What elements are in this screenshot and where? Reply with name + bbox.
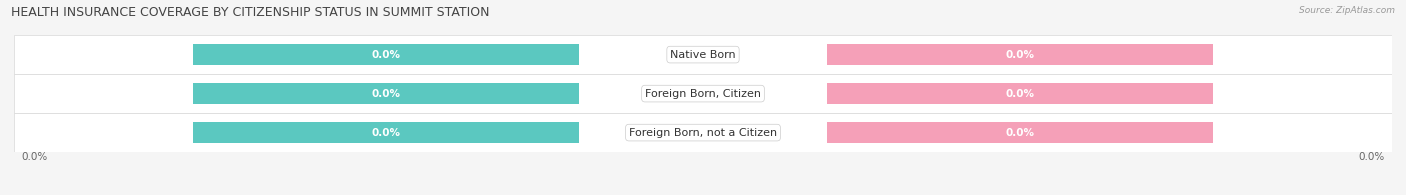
Text: Source: ZipAtlas.com: Source: ZipAtlas.com — [1299, 6, 1395, 15]
Bar — [193, 83, 579, 104]
Bar — [827, 44, 1213, 65]
Text: Foreign Born, Citizen: Foreign Born, Citizen — [645, 89, 761, 99]
Bar — [14, 113, 1392, 152]
Text: 0.0%: 0.0% — [371, 50, 401, 60]
Text: 0.0%: 0.0% — [1005, 50, 1035, 60]
Text: HEALTH INSURANCE COVERAGE BY CITIZENSHIP STATUS IN SUMMIT STATION: HEALTH INSURANCE COVERAGE BY CITIZENSHIP… — [11, 6, 489, 19]
Text: 0.0%: 0.0% — [1358, 152, 1385, 162]
Bar — [827, 122, 1213, 143]
Bar — [14, 74, 1392, 113]
Text: 0.0%: 0.0% — [21, 152, 48, 162]
Bar — [193, 44, 579, 65]
Bar — [14, 35, 1392, 74]
Text: 0.0%: 0.0% — [1005, 128, 1035, 138]
Bar — [193, 122, 579, 143]
Text: 0.0%: 0.0% — [371, 89, 401, 99]
Text: 0.0%: 0.0% — [1005, 89, 1035, 99]
Bar — [827, 83, 1213, 104]
Text: 0.0%: 0.0% — [371, 128, 401, 138]
Text: Foreign Born, not a Citizen: Foreign Born, not a Citizen — [628, 128, 778, 138]
Text: Native Born: Native Born — [671, 50, 735, 60]
